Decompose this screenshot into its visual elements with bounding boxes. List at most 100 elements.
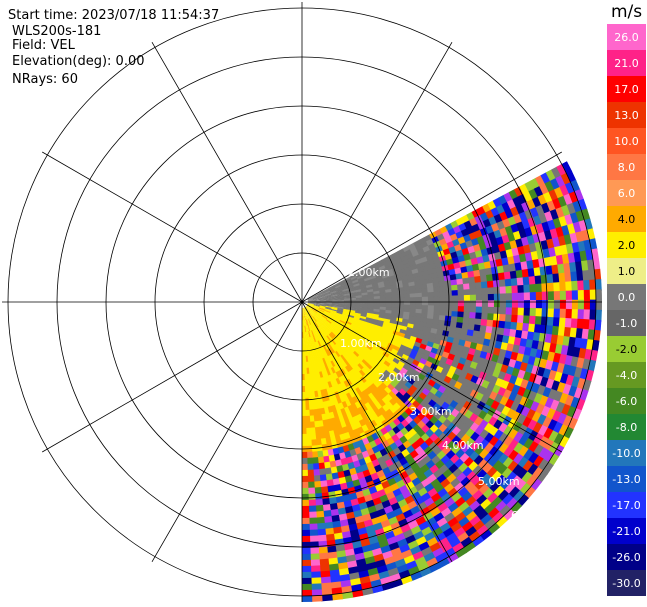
velocity-cell [312, 306, 319, 310]
velocity-cell [302, 505, 310, 513]
velocity-cell [451, 295, 459, 302]
velocity-cell [334, 544, 346, 553]
velocity-cell [305, 306, 311, 312]
velocity-cell [367, 399, 376, 408]
velocity-cell [326, 327, 333, 334]
velocity-cell [312, 316, 317, 322]
velocity-cell [308, 403, 314, 411]
velocity-cell [433, 552, 447, 564]
velocity-cell [355, 337, 363, 344]
velocity-cell [480, 319, 488, 327]
colorbar-tick: -13.0 [612, 473, 640, 486]
velocity-cell [391, 304, 399, 309]
velocity-cell [372, 264, 380, 271]
velocity-cell [313, 335, 318, 343]
velocity-cell [427, 296, 435, 302]
velocity-cell [337, 306, 345, 310]
velocity-cell [547, 299, 555, 310]
velocity-cell [368, 327, 376, 334]
velocity-cell [386, 253, 395, 261]
velocity-cell [418, 567, 432, 578]
velocity-cell [318, 309, 325, 313]
velocity-cell [337, 341, 344, 348]
velocity-cell [323, 322, 329, 328]
velocity-cell [339, 279, 346, 284]
velocity-cell [370, 390, 379, 399]
velocity-cell [344, 399, 352, 408]
velocity-cell [307, 303, 315, 305]
velocity-cell [359, 343, 367, 350]
velocity-cell [337, 294, 344, 297]
range-label: 5.00km [478, 475, 520, 488]
velocity-cell [357, 392, 366, 400]
velocity-cell [378, 375, 386, 383]
velocity-cell [338, 452, 347, 460]
velocity-cell [321, 357, 327, 365]
velocity-cell [467, 323, 475, 332]
velocity-cell [355, 327, 363, 333]
velocity-cell [303, 313, 305, 321]
velocity-cell [311, 309, 317, 315]
velocity-cell [307, 296, 314, 300]
velocity-cell [422, 552, 436, 563]
velocity-cell [361, 294, 369, 298]
velocity-cell [336, 311, 343, 315]
velocity-cell [595, 299, 603, 312]
velocity-cell [345, 332, 352, 339]
velocity-cell [307, 304, 314, 307]
velocity-cell [575, 261, 583, 273]
velocity-cell [331, 478, 341, 486]
velocity-cell [589, 289, 597, 302]
velocity-cell [519, 338, 528, 349]
velocity-cell [323, 350, 329, 358]
velocity-cell [323, 321, 330, 327]
velocity-cell [356, 347, 364, 354]
velocity-cell [504, 278, 512, 288]
colorbar-swatch [607, 466, 646, 492]
velocity-cell [528, 188, 539, 201]
velocity-cell [317, 359, 323, 367]
velocity-cell [372, 380, 381, 389]
velocity-cell [302, 313, 304, 321]
velocity-cell [307, 297, 314, 301]
velocity-cell [397, 360, 406, 369]
velocity-cell [323, 312, 330, 316]
velocity-cell [334, 316, 341, 321]
velocity-cell [570, 271, 578, 283]
velocity-cell [508, 263, 517, 273]
velocity-cell [469, 288, 477, 296]
velocity-cell [404, 415, 414, 425]
velocity-cell [303, 307, 305, 315]
velocity-cell [463, 283, 470, 291]
velocity-cell [552, 317, 560, 328]
velocity-cell [591, 339, 600, 353]
velocity-cell [525, 339, 534, 350]
velocity-cell [302, 565, 312, 573]
velocity-cell [480, 274, 488, 283]
velocity-cell [491, 326, 499, 336]
velocity-cell [515, 269, 524, 280]
velocity-cell [465, 335, 473, 344]
velocity-cell [318, 292, 325, 296]
velocity-cell [549, 178, 561, 191]
velocity-cell [387, 354, 395, 362]
velocity-cell [529, 284, 537, 294]
velocity-cell [360, 311, 368, 316]
velocity-cell [535, 308, 543, 318]
velocity-cell [325, 368, 331, 376]
velocity-cell [319, 480, 328, 488]
velocity-cell [345, 357, 352, 365]
velocity-cell [454, 267, 462, 275]
velocity-cell [363, 277, 371, 282]
colorbar-swatch [607, 570, 646, 596]
colorbar-swatch [607, 232, 646, 258]
velocity-cell [409, 289, 417, 295]
velocity-cell [380, 342, 388, 350]
velocity-cell [363, 380, 371, 389]
velocity-cell [365, 281, 373, 287]
velocity-cell [334, 459, 343, 468]
velocity-cell [546, 274, 554, 285]
velocity-cell [574, 337, 583, 350]
velocity-cell [315, 328, 320, 335]
